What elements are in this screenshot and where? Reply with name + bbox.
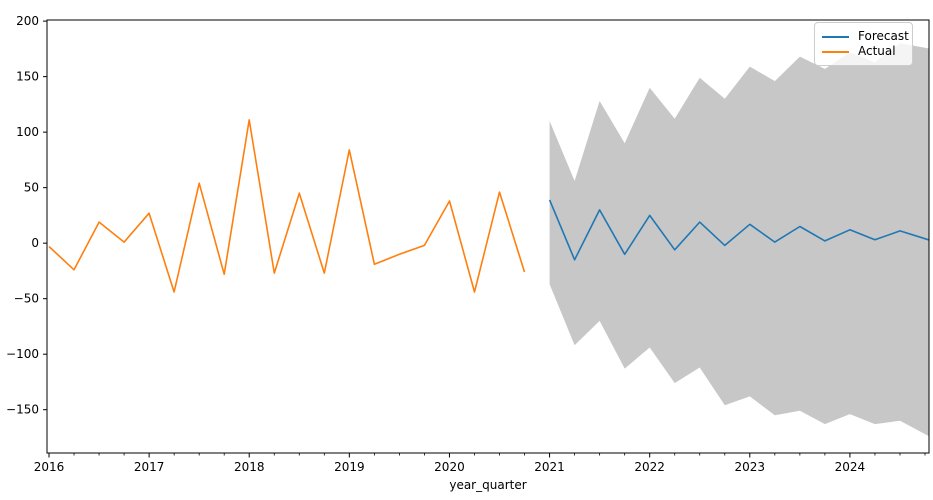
y-tick-label: 100 <box>16 125 39 139</box>
plot-border <box>46 19 930 454</box>
y-tick-label: 50 <box>24 181 39 195</box>
legend: Forecast Actual <box>814 22 913 66</box>
y-tick-label: 150 <box>16 70 39 84</box>
x-tick-label: 2017 <box>134 460 165 474</box>
y-tick-label: −100 <box>6 347 39 361</box>
x-axis-label: year_quarter <box>449 478 527 492</box>
forecast-line-swatch <box>822 35 849 38</box>
actual-line-swatch <box>822 50 849 53</box>
y-tick-label: −150 <box>6 403 39 417</box>
legend-label-actual: Actual <box>858 44 896 58</box>
x-tick-label: 2023 <box>735 460 766 474</box>
confidence-band <box>549 43 929 437</box>
x-tick-label: 2016 <box>34 460 65 474</box>
legend-item-forecast: Forecast <box>822 29 909 44</box>
x-tick-label: 2022 <box>634 460 665 474</box>
x-tick-label: 2019 <box>334 460 365 474</box>
y-tick-label: −50 <box>14 292 39 306</box>
legend-label-forecast: Forecast <box>858 29 909 43</box>
x-tick-label: 2021 <box>534 460 565 474</box>
x-tick-label: 2020 <box>434 460 465 474</box>
series-line-actual <box>48 119 526 293</box>
legend-item-actual: Actual <box>822 44 906 59</box>
series-line-forecast <box>548 199 930 261</box>
x-tick-label: 2018 <box>234 460 265 474</box>
x-tick-label: 2024 <box>835 460 866 474</box>
y-tick-label: 0 <box>31 236 39 250</box>
y-tick-label: 200 <box>16 14 39 28</box>
